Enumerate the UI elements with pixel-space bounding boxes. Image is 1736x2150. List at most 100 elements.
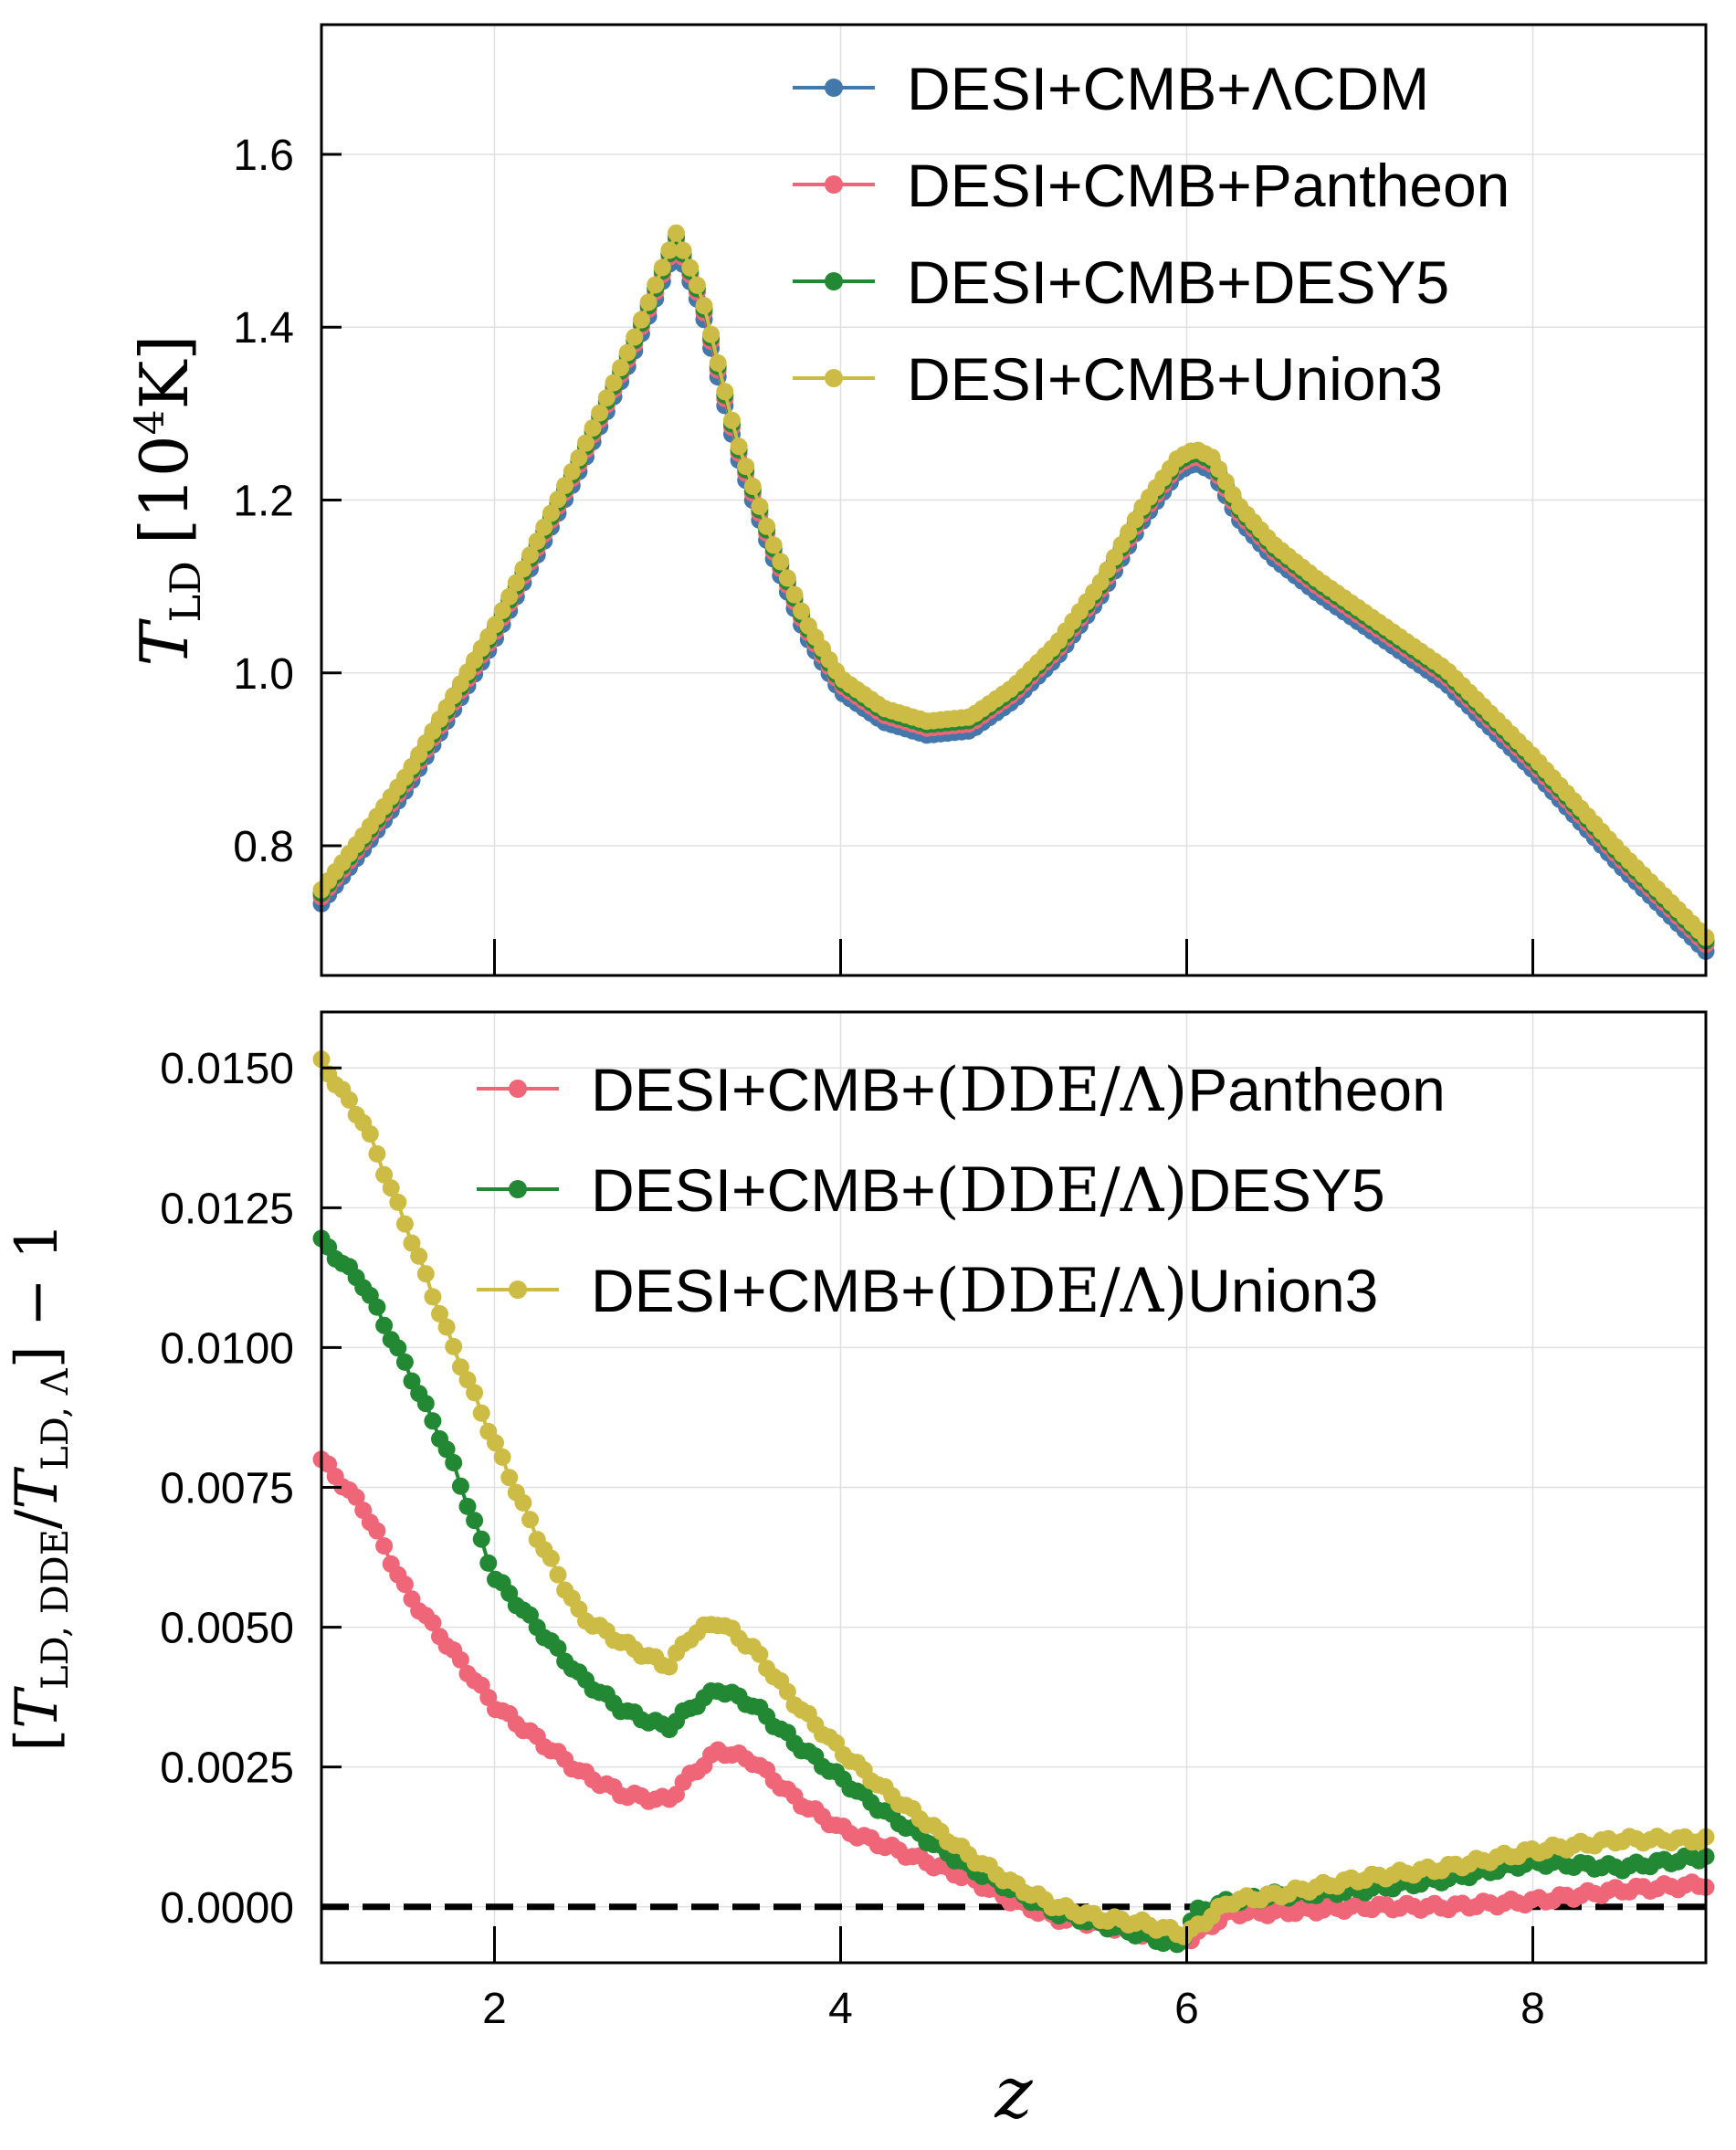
bottom-data-point xyxy=(424,1288,442,1306)
top-ytick-label: 1.0 xyxy=(233,650,294,699)
bottom-data-point xyxy=(466,1512,484,1530)
bottom-series-2 xyxy=(312,1229,1715,1954)
top-data-point xyxy=(778,569,796,587)
top-legend-swatch-marker xyxy=(825,175,843,194)
top-ylabel-symbol: T xyxy=(126,618,203,667)
top-data-point xyxy=(556,477,574,495)
top-ytick-label: 1.4 xyxy=(233,304,294,353)
top-data-point xyxy=(730,437,748,456)
bottom-ylabel-num-symbol: T xyxy=(4,1686,71,1729)
bottom-data-point xyxy=(549,1639,567,1657)
bottom-legend-item-1: DESI+CMB+(DDE/Λ)Pantheon xyxy=(477,1055,1446,1125)
top-legend-item-2: DESI+CMB+Pantheon xyxy=(793,152,1510,219)
top-data-point xyxy=(563,462,581,480)
bottom-data-point xyxy=(451,1650,469,1669)
bottom-series-3 xyxy=(312,1050,1715,1945)
top-ylabel-subscript: LD xyxy=(161,561,210,622)
bottom-ytick-label: 0.0075 xyxy=(160,1465,294,1513)
bottom-data-point xyxy=(437,1440,456,1459)
top-data-point xyxy=(695,297,713,315)
bottom-data-point xyxy=(549,1565,567,1584)
bottom-data-point xyxy=(389,1193,407,1211)
top-data-point xyxy=(605,374,623,392)
top-data-point xyxy=(632,311,650,329)
legend-label-prefix: DESI+CMB+ xyxy=(591,1257,936,1324)
bottom-data-point xyxy=(424,1412,442,1430)
top-data-point xyxy=(1210,460,1228,479)
bottom-data-point xyxy=(375,1165,394,1184)
bottom-xtick-label: 6 xyxy=(1174,1985,1199,2033)
top-data-point xyxy=(785,585,804,604)
top-legend-item-4: DESI+CMB+Union3 xyxy=(793,345,1443,413)
bottom-data-point xyxy=(500,1469,519,1487)
top-legend: DESI+CMB+ΛCDM DESI+CMB+Pantheon DESI+CMB+D… xyxy=(793,55,1510,413)
top-data-point xyxy=(668,224,685,242)
top-data-point xyxy=(500,587,519,606)
top-ylabel-unit-close: K] xyxy=(126,334,203,409)
top-data-point xyxy=(542,504,560,522)
bottom-data-point xyxy=(389,1339,407,1357)
bottom-data-point xyxy=(751,1645,769,1663)
bottom-data-point xyxy=(521,1511,539,1529)
bottom-data-point xyxy=(368,1144,386,1163)
bottom-data-point xyxy=(375,1537,394,1555)
top-ytick-label: 0.8 xyxy=(233,823,294,871)
legend-label-suffix: Union3 xyxy=(1187,1257,1378,1324)
bottom-legend: DESI+CMB+(DDE/Λ)Pantheon DESI+CMB+(DDE/Λ)… xyxy=(477,1055,1446,1326)
bottom-ylabel: [TLD, DDE/TLD, Λ] − 1 xyxy=(4,1222,77,1751)
top-ticks: 0.8 1.0 1.2 1.4 1.6 xyxy=(233,132,1534,975)
bottom-ylabel-den-symbol: T xyxy=(4,1467,71,1510)
bottom-data-point xyxy=(403,1234,421,1252)
top-data-point xyxy=(584,419,602,437)
bottom-data-point xyxy=(514,1493,532,1512)
top-legend-label: DESI+CMB+Union3 xyxy=(907,345,1443,413)
bottom-xtick-label: 8 xyxy=(1520,1985,1545,2033)
top-data-point xyxy=(793,602,811,620)
bottom-series-layer xyxy=(312,1050,1715,1954)
bottom-ytick-label: 0.0025 xyxy=(160,1744,294,1793)
top-ylabel-unit-exp: 4 xyxy=(127,409,174,435)
bottom-data-point xyxy=(347,1488,365,1506)
bottom-data-point xyxy=(778,1682,796,1701)
top-ylabel: TLD [104K] xyxy=(126,334,210,666)
bottom-data-point xyxy=(493,1448,511,1466)
bottom-ytick-label: 0.0100 xyxy=(160,1324,294,1373)
bottom-data-point xyxy=(410,1247,428,1265)
bottom-data-point xyxy=(445,1337,463,1355)
bottom-ylabel-bracket-close: ] xyxy=(4,1345,71,1368)
bottom-data-point xyxy=(445,1454,463,1471)
bottom-ytick-label: 0.0150 xyxy=(160,1045,294,1093)
top-legend-label: DESI+CMB+ΛCDM xyxy=(907,55,1429,122)
bottom-data-point xyxy=(424,1614,442,1632)
bottom-data-point xyxy=(368,1298,386,1316)
bottom-ytick-label: 0.0000 xyxy=(160,1884,294,1933)
top-legend-label: DESI+CMB+Pantheon xyxy=(907,152,1510,219)
bottom-data-point xyxy=(472,1404,490,1422)
legend-label-suffix: DESY5 xyxy=(1187,1156,1384,1224)
bottom-data-point xyxy=(451,1477,469,1495)
bottom-legend-label: DESI+CMB+(DDE/Λ)Union3 xyxy=(591,1256,1378,1326)
top-data-point xyxy=(764,536,783,554)
top-data-point xyxy=(570,448,588,467)
bottom-data-point xyxy=(458,1371,477,1389)
top-data-point xyxy=(709,354,727,372)
top-data-point xyxy=(549,490,567,509)
top-legend-swatch-marker xyxy=(825,272,843,290)
bottom-data-point xyxy=(382,1179,400,1197)
top-data-point xyxy=(597,389,615,407)
bottom-data-point xyxy=(472,1530,490,1548)
bottom-data-point xyxy=(395,1215,414,1233)
top-data-point xyxy=(1216,473,1235,490)
bottom-ylabel-bracket-open: [ xyxy=(4,1729,71,1752)
top-data-point xyxy=(716,383,734,401)
bottom-grid xyxy=(321,1012,1706,1963)
bottom-data-point xyxy=(479,1554,498,1572)
bottom-data-point xyxy=(431,1305,448,1323)
top-data-point xyxy=(772,553,790,571)
top-data-point xyxy=(577,434,594,452)
legend-label-prefix: DESI+CMB+ xyxy=(591,1156,936,1224)
bottom-data-point xyxy=(458,1497,477,1515)
bottom-data-point xyxy=(375,1316,394,1334)
bottom-xtick-label: 4 xyxy=(828,1985,853,2033)
bottom-data-point xyxy=(416,1265,435,1283)
